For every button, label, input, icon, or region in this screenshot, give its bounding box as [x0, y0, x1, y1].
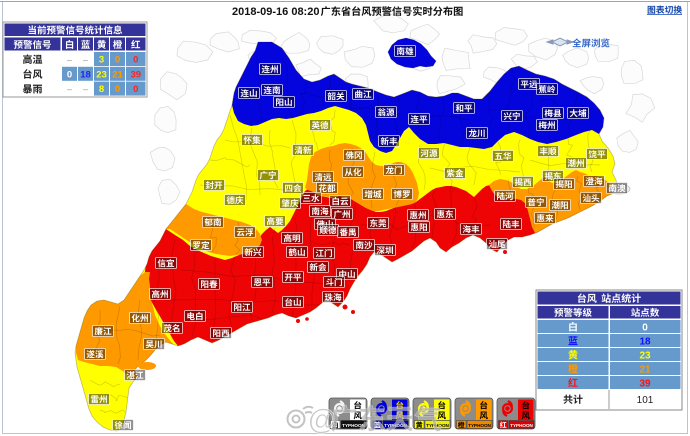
svg-text:TYPHOON: TYPHOON — [510, 423, 533, 428]
svg-text:21: 21 — [639, 365, 651, 376]
svg-text:0: 0 — [67, 69, 72, 80]
svg-text:21: 21 — [112, 69, 123, 80]
svg-text:2018-09-16 08:20: 2018-09-16 08:20 — [232, 6, 319, 18]
svg-text:TYPHOON: TYPHOON — [426, 423, 449, 428]
svg-text:39: 39 — [130, 69, 141, 80]
svg-text:23: 23 — [96, 69, 107, 80]
svg-text:18: 18 — [80, 69, 91, 80]
svg-text:–: – — [83, 55, 88, 65]
svg-text:23: 23 — [639, 351, 651, 362]
svg-text:–: – — [67, 84, 72, 94]
svg-text:–: – — [83, 84, 88, 94]
svg-text:–: – — [67, 55, 72, 65]
svg-text:39: 39 — [639, 379, 651, 390]
svg-text:@: @ — [308, 404, 336, 436]
svg-text:8: 8 — [99, 84, 104, 95]
svg-text:0: 0 — [642, 323, 648, 334]
svg-text:TYPHOON: TYPHOON — [342, 423, 365, 428]
svg-text:101: 101 — [637, 395, 654, 406]
svg-text:0: 0 — [133, 84, 138, 95]
svg-text:0: 0 — [115, 84, 120, 95]
svg-text:TYPHOON: TYPHOON — [468, 423, 491, 428]
svg-text:0: 0 — [133, 55, 138, 66]
svg-text:0: 0 — [115, 55, 120, 66]
svg-text:18: 18 — [639, 337, 651, 348]
svg-text:3: 3 — [99, 55, 104, 66]
